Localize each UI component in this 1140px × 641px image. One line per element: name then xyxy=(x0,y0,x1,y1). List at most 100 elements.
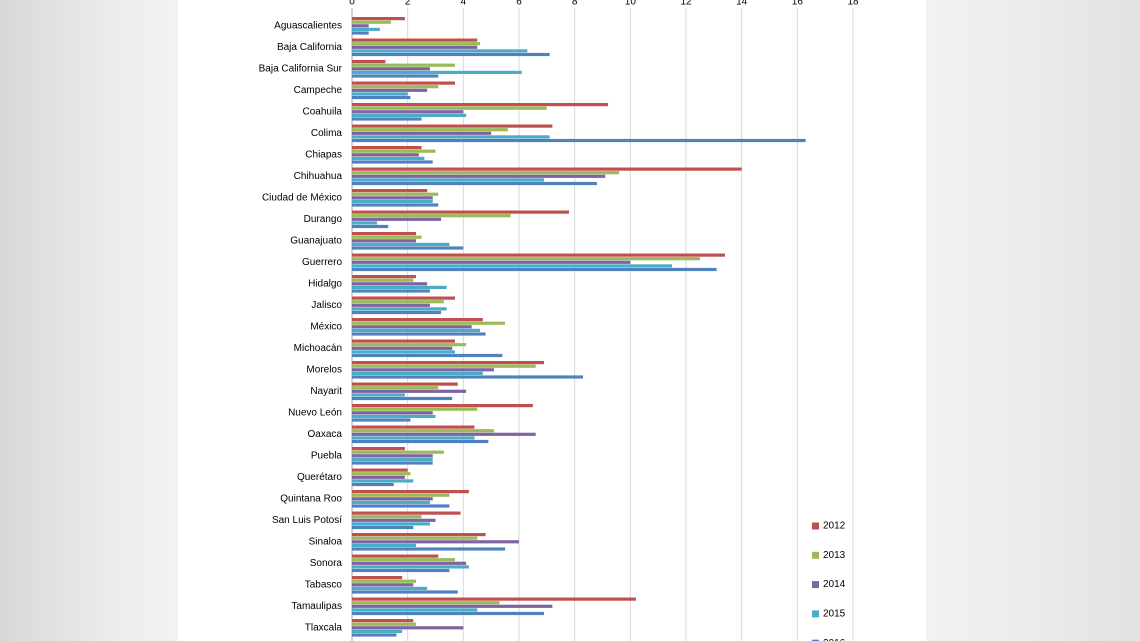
y-tick-label: Campeche xyxy=(294,85,343,96)
y-tick-label: Tamaulipas xyxy=(291,601,342,612)
bar xyxy=(352,171,620,175)
bar xyxy=(352,436,475,440)
bar xyxy=(352,404,533,408)
bar xyxy=(352,536,478,540)
bar xyxy=(352,332,486,336)
bar xyxy=(352,515,422,519)
bar xyxy=(352,232,417,236)
bar xyxy=(352,110,464,114)
bar xyxy=(352,554,439,558)
bar xyxy=(352,633,397,637)
y-tick-label: Baja California xyxy=(277,42,342,53)
y-tick-label: Tlaxcala xyxy=(305,623,343,634)
bar xyxy=(352,106,547,110)
bar xyxy=(352,17,405,21)
bar xyxy=(352,318,483,322)
bar xyxy=(352,246,464,250)
bar xyxy=(352,586,428,590)
bar xyxy=(352,619,414,623)
y-tick-label: Hidalgo xyxy=(308,279,342,290)
bar xyxy=(352,429,494,433)
bar xyxy=(352,199,433,203)
bar xyxy=(352,52,550,57)
y-tick-label: México xyxy=(310,322,342,333)
bar xyxy=(352,597,636,601)
legend-label: 2012 xyxy=(823,521,846,532)
bar xyxy=(352,490,469,494)
bar xyxy=(352,31,369,35)
bar xyxy=(352,475,405,479)
bar xyxy=(352,626,464,630)
bar xyxy=(352,396,453,401)
legend-swatch xyxy=(812,522,819,530)
y-tick-label: Querétaro xyxy=(297,472,342,483)
bar xyxy=(352,160,433,164)
bar xyxy=(352,375,584,379)
x-tick-label: 6 xyxy=(516,0,522,8)
bar xyxy=(352,611,545,616)
bar xyxy=(352,210,570,214)
bar xyxy=(352,504,450,508)
bar xyxy=(352,568,450,573)
bar xyxy=(352,74,439,78)
y-tick-label: Quintana Roo xyxy=(280,494,342,505)
bar xyxy=(352,63,455,67)
bar xyxy=(352,389,467,393)
bar xyxy=(352,42,481,46)
bar xyxy=(352,49,528,53)
y-tick-label: Michoacán xyxy=(294,343,342,354)
bar xyxy=(352,518,436,522)
x-tick-label: 8 xyxy=(572,0,578,8)
bar xyxy=(352,156,425,160)
bar xyxy=(352,138,806,143)
y-tick-label: Tabasco xyxy=(305,580,343,591)
bar xyxy=(352,479,414,483)
bar xyxy=(352,217,442,221)
y-tick-label: Puebla xyxy=(311,451,343,462)
bar xyxy=(352,275,417,279)
bar xyxy=(352,461,433,465)
bar xyxy=(352,497,433,501)
y-tick-label: San Luis Potosí xyxy=(272,515,342,526)
x-tick-label: 10 xyxy=(625,0,637,8)
bar xyxy=(352,590,458,594)
bar xyxy=(352,131,492,135)
bar xyxy=(352,629,403,633)
y-tick-label: Morelos xyxy=(306,365,342,376)
bar xyxy=(352,386,439,390)
legend-swatch xyxy=(812,639,819,641)
y-tick-label: Guanajuato xyxy=(290,236,342,247)
bar xyxy=(352,81,455,85)
y-tick-label: Durango xyxy=(304,214,343,225)
bar xyxy=(352,128,508,132)
bar xyxy=(352,472,411,476)
bar xyxy=(352,167,742,171)
chart-panel xyxy=(178,0,926,641)
x-tick-label: 18 xyxy=(847,0,859,8)
legend-label: 2013 xyxy=(823,550,846,561)
bar xyxy=(352,393,405,397)
bar xyxy=(352,439,489,444)
bar xyxy=(352,70,522,74)
bar xyxy=(352,303,430,307)
bar xyxy=(352,264,673,268)
bar xyxy=(352,178,545,182)
bar xyxy=(352,307,447,311)
bar xyxy=(352,67,430,71)
bar xyxy=(352,604,553,608)
bar xyxy=(352,608,478,612)
bar xyxy=(352,117,422,121)
bar xyxy=(352,146,422,150)
bar xyxy=(352,432,536,436)
bar xyxy=(352,583,414,587)
bar xyxy=(352,224,389,229)
y-tick-label: Colima xyxy=(311,128,343,139)
bar xyxy=(352,260,631,264)
bar xyxy=(352,382,458,386)
legend-label: 2014 xyxy=(823,579,846,590)
bar xyxy=(352,364,536,368)
bar xyxy=(352,214,511,218)
bar xyxy=(352,525,414,530)
